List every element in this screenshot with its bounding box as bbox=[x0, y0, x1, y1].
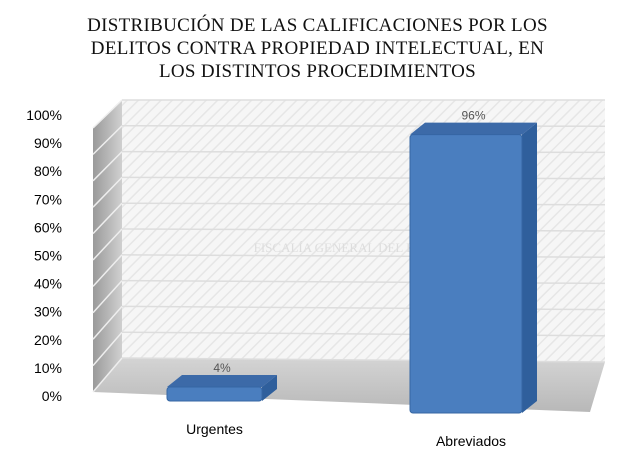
chart-title: DISTRIBUCIÓN DE LAS CALIFICACIONES POR L… bbox=[0, 14, 635, 83]
y-tick-label: 30% bbox=[34, 304, 62, 320]
bar-top bbox=[410, 122, 537, 135]
y-tick-label: 40% bbox=[34, 276, 62, 292]
y-tick-label: 0% bbox=[42, 388, 62, 404]
gridline-left bbox=[92, 305, 123, 340]
x-category-label: Urgentes bbox=[186, 421, 243, 437]
watermark: FISCALÍA GENERAL DEL ESTADO bbox=[254, 240, 457, 255]
bar-side bbox=[262, 375, 277, 401]
bar-urgentes bbox=[166, 386, 263, 402]
y-tick-label: 80% bbox=[34, 163, 62, 179]
gridline-left bbox=[92, 228, 123, 261]
x-category-label: Abreviados bbox=[436, 433, 506, 449]
title-line-2: DELITOS CONTRA PROPIEDAD INTELECTUAL, EN bbox=[90, 38, 545, 59]
y-tick-label: 50% bbox=[34, 248, 62, 264]
gridline-left bbox=[92, 254, 123, 287]
bar-top bbox=[167, 375, 277, 387]
gridline-left bbox=[92, 280, 123, 314]
gridline-left bbox=[92, 331, 123, 367]
title-line-1: DISTRIBUCIÓN DE LAS CALIFICACIONES POR L… bbox=[87, 15, 548, 36]
y-tick-label: 90% bbox=[34, 135, 62, 151]
y-tick-label: 100% bbox=[26, 107, 62, 123]
bar-abreviados bbox=[409, 134, 523, 414]
bar-side bbox=[522, 122, 537, 413]
data-label: 96% bbox=[461, 109, 485, 123]
y-tick-label: 20% bbox=[34, 332, 62, 348]
y-tick-label: 60% bbox=[34, 219, 62, 235]
data-label: 4% bbox=[213, 361, 231, 375]
gridline-left bbox=[92, 176, 123, 208]
y-tick-label: 70% bbox=[34, 191, 62, 207]
y-tick-label: 10% bbox=[34, 360, 62, 376]
title-line-3: LOS DISTINTOS PROCEDIMIENTOS bbox=[158, 61, 476, 82]
gridline-left bbox=[92, 202, 123, 235]
gridline-left bbox=[92, 125, 123, 155]
gridline-left bbox=[92, 151, 123, 182]
gridline-left bbox=[92, 99, 123, 129]
gridline-left bbox=[92, 357, 123, 393]
